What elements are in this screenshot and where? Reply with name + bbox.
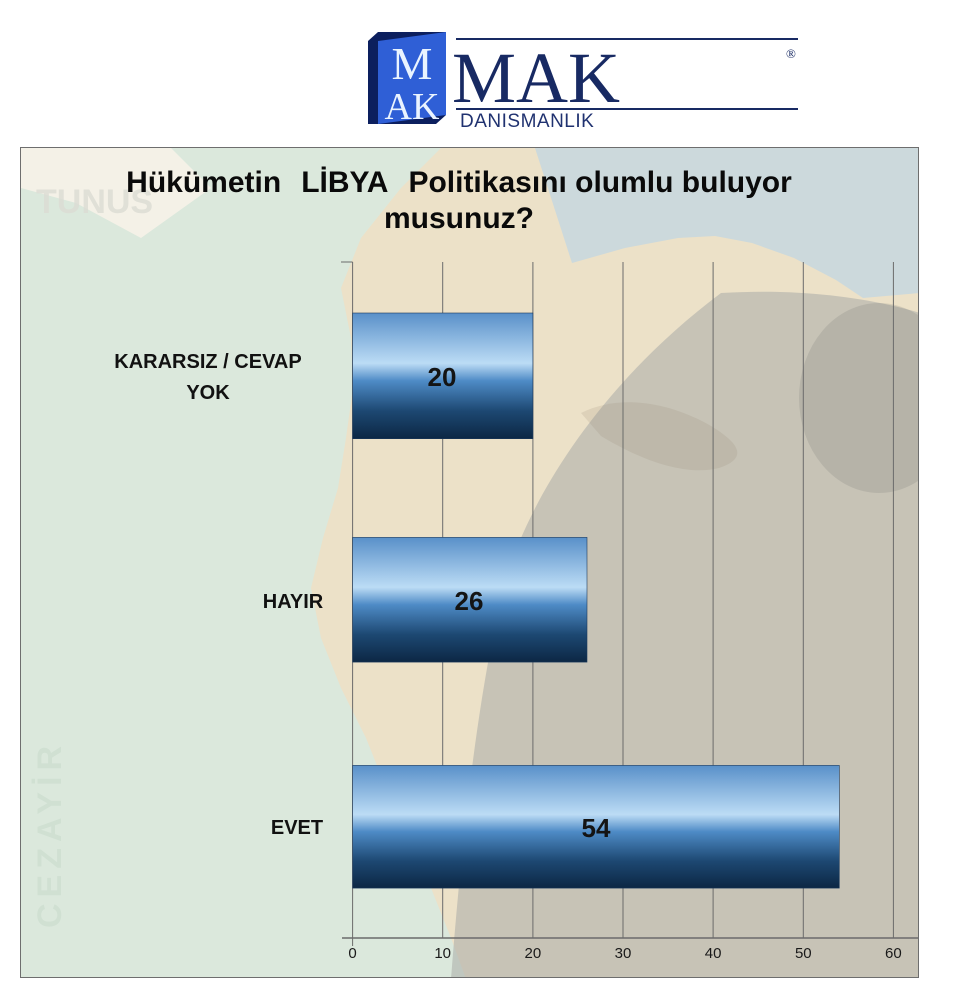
svg-text:60: 60 xyxy=(885,945,902,962)
svg-text:AK: AK xyxy=(385,86,440,128)
svg-text:®: ® xyxy=(786,46,796,61)
svg-text:30: 30 xyxy=(615,945,632,962)
svg-text:MAK: MAK xyxy=(452,38,620,118)
svg-text:54: 54 xyxy=(582,813,611,843)
svg-text:YOK: YOK xyxy=(186,382,230,404)
svg-text:musunuz?: musunuz? xyxy=(384,202,534,235)
svg-text:10: 10 xyxy=(434,945,451,962)
svg-text:DANISMANLIK: DANISMANLIK xyxy=(460,111,594,131)
svg-text:0: 0 xyxy=(348,945,356,962)
svg-text:40: 40 xyxy=(705,945,722,962)
svg-text:KARARSIZ / CEVAP: KARARSIZ / CEVAP xyxy=(114,351,301,373)
svg-text:M: M xyxy=(392,38,433,89)
svg-text:20: 20 xyxy=(428,362,457,392)
svg-text:20: 20 xyxy=(525,945,542,962)
svg-text:26: 26 xyxy=(455,586,484,616)
svg-text:50: 50 xyxy=(795,945,812,962)
svg-text:EVET: EVET xyxy=(271,817,323,839)
svg-text:HAYIR: HAYIR xyxy=(263,591,324,613)
